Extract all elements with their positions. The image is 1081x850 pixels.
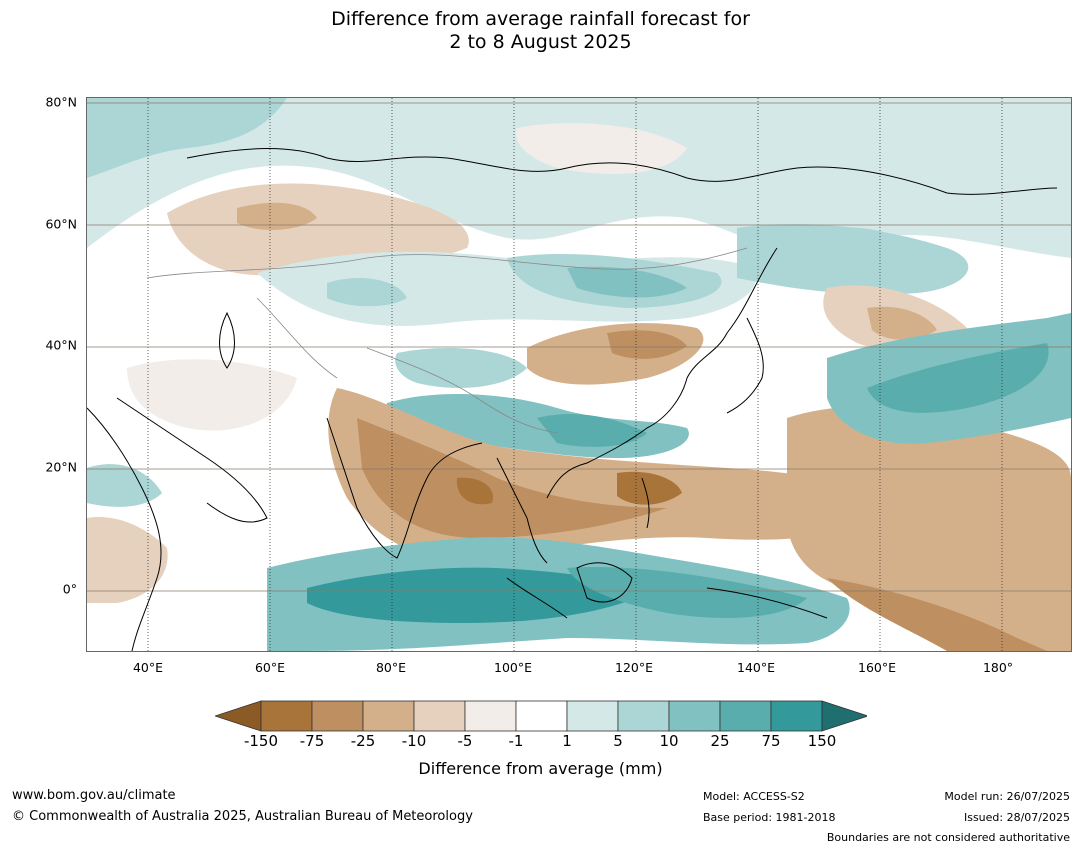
colorbar-bin [770, 700, 823, 732]
country-boundaries [146, 247, 748, 434]
colorbar-tick-label: -25 [350, 732, 376, 750]
coastline-japan [726, 317, 764, 414]
colorbar-extend-high [821, 700, 867, 732]
anomaly-region-siberia-dry [516, 123, 687, 174]
colorbar-bin [362, 700, 415, 732]
footer-copyright: © Commonwealth of Australia 2025, Austra… [12, 809, 473, 824]
lon-label-80e: 80°E [375, 660, 407, 675]
lon-label-120e: 120°E [614, 660, 654, 675]
coastline-indochina [496, 457, 548, 564]
anomaly-region-south-china-wet [537, 413, 647, 447]
lon-label-100e: 100°E [493, 660, 533, 675]
coastline-caspian [219, 311, 235, 369]
colorbar [215, 700, 867, 732]
footer-issued: Issued: 28/07/2025 [963, 811, 1070, 824]
colorbar-label: Difference from average (mm) [418, 759, 663, 778]
boundary-china-west [366, 347, 558, 434]
colorbar-bin [464, 700, 517, 732]
lon-label-160e: 160°E [857, 660, 897, 675]
anomaly-region-okhotsk-wet [737, 224, 969, 295]
anomaly-region-arctic-strong [87, 98, 287, 178]
colorbar-tick-label: 150 [807, 732, 837, 750]
anomaly-region-africa-wet [87, 464, 162, 507]
lat-label-60n: 60°N [45, 216, 77, 232]
anomaly-region-west-pacific-dry [787, 407, 1071, 651]
coastline-arctic-russia [186, 148, 1058, 195]
boundary-central-asia [256, 297, 338, 379]
lat-label-20n: 20°N [45, 459, 77, 475]
colorbar-tick-label: 75 [761, 732, 781, 750]
anomaly-region-arabia-neutral [127, 359, 297, 431]
anomaly-region-maritime-wet [567, 567, 807, 618]
anomaly-region-mongolia-wet-core [567, 266, 687, 298]
map-svg [87, 98, 1071, 651]
footer-model-run: Model run: 26/07/2025 [944, 790, 1070, 803]
coastline-sumatra [506, 577, 568, 619]
colorbar-tick-label: 1 [562, 732, 572, 750]
coastline-east-asia [546, 247, 778, 499]
anomaly-region-west-pacific-dry-core [827, 578, 1047, 651]
coastline-india [326, 417, 483, 559]
anomaly-region-india-dry-core [357, 418, 667, 538]
colorbar-tick-label: -5 [457, 732, 473, 750]
lat-label-0: 0° [62, 581, 77, 597]
title-line-1: Difference from average rainfall forecas… [331, 8, 750, 30]
colorbar-bin [260, 700, 313, 732]
lon-label-40e: 40°E [132, 660, 164, 675]
coastline-new-guinea [706, 587, 828, 619]
coastline-africa [87, 407, 162, 651]
colorbar-bin [566, 700, 619, 732]
anomaly-region-arctic [87, 98, 1071, 258]
anomaly-region-north-pacific-wet-core [867, 343, 1049, 413]
colorbar-bin [311, 700, 364, 732]
footer-website[interactable]: www.bom.gov.au/climate [12, 788, 176, 803]
rainfall-anomaly-map [86, 97, 1072, 652]
anomaly-region-kazakh-wet [327, 278, 407, 307]
anomaly-region-africa-dry [87, 517, 168, 603]
colorbar-bin [668, 700, 721, 732]
colorbar-tick-label: -10 [401, 732, 427, 750]
footer-disclaimer: Boundaries are not considered authoritat… [826, 831, 1070, 844]
lon-label-60e: 60°E [254, 660, 286, 675]
lat-label-80n: 80°N [45, 94, 77, 110]
colorbar-tick-label: -150 [243, 732, 279, 750]
colorbar-bin [719, 700, 772, 732]
coastline-borneo [576, 562, 633, 603]
lat-label-40n: 40°N [45, 337, 77, 353]
colorbar-tick-label: -75 [299, 732, 325, 750]
colorbar-tick-label: 10 [659, 732, 679, 750]
anomaly-region-russia-dry-core [237, 202, 317, 230]
anomaly-region-ne-china-dry-core [607, 330, 687, 359]
graticule-parallels [87, 102, 1071, 592]
boundary-russia-south [146, 247, 748, 279]
map-title: Difference from average rainfall forecas… [0, 8, 1081, 54]
colorbar-bin [617, 700, 670, 732]
colorbar-bin [413, 700, 466, 732]
graticule-meridians [147, 98, 1003, 651]
footer-model: Model: ACCESS-S2 [703, 790, 805, 803]
colorbar-bin [515, 700, 568, 732]
anomaly-region-nw-pacific-dry-core [867, 306, 937, 340]
colorbar-extend-low [215, 700, 262, 732]
coastline-philippines [641, 477, 650, 529]
title-line-2: 2 to 8 August 2025 [449, 31, 632, 53]
lon-label-180: 180° [982, 660, 1014, 675]
coastlines [87, 148, 1058, 651]
footer-base-period: Base period: 1981-2018 [703, 811, 836, 824]
lon-label-140e: 140°E [736, 660, 776, 675]
coastline-arabia [116, 397, 268, 523]
anomaly-region-bay-bengal-dry [456, 477, 493, 505]
colorbar-tick-label: -1 [508, 732, 524, 750]
colorbar-tick-label: 5 [613, 732, 623, 750]
colorbar-tick-label: 25 [710, 732, 730, 750]
anomaly-region-philippines-dry-core [617, 471, 682, 505]
anomaly-region-central-asia-wet-2 [395, 348, 527, 388]
